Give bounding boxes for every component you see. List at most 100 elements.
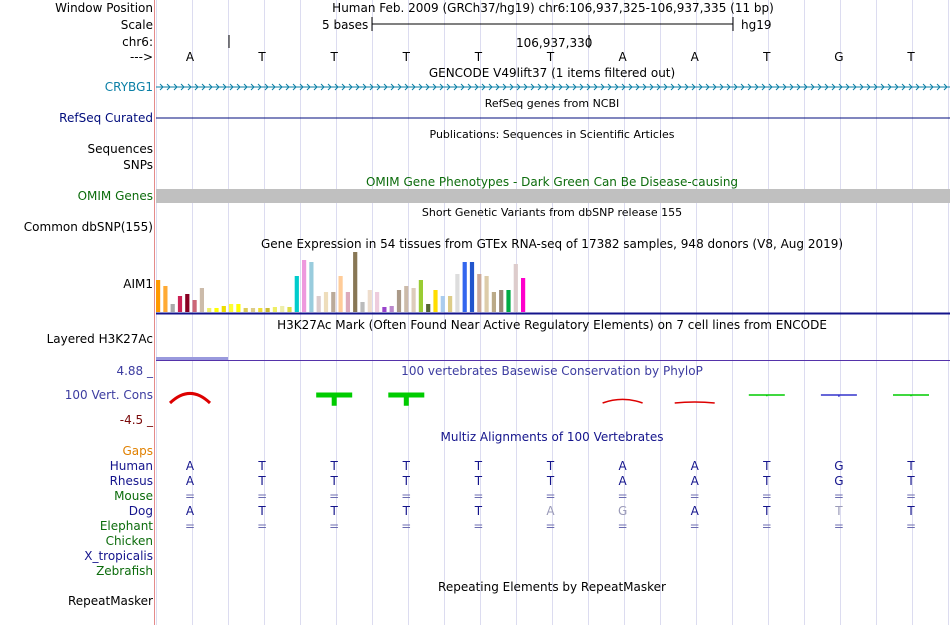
strand-chevron [523, 83, 528, 91]
strand-chevron [628, 83, 633, 91]
gtex-tissue-bar [455, 274, 460, 312]
gtex-tissue-bar [323, 292, 329, 312]
alignment-base-dog: A [690, 504, 699, 518]
omim-label[interactable]: OMIM Genes [77, 189, 153, 203]
assembly-position-text: Human Feb. 2009 (GRCh37/hg19) chr6:106,9… [332, 1, 774, 15]
strand-chevron [859, 83, 864, 91]
gtex-tissue-bar [477, 274, 482, 312]
alignment-base-dog: T [402, 504, 410, 518]
strand-chevron [908, 83, 913, 91]
phylop-mark [674, 401, 715, 404]
crybg1-label[interactable]: CRYBG1 [104, 80, 153, 94]
strand-chevron [481, 83, 486, 91]
strand-chevron [313, 83, 318, 91]
alignment-base-human: A [618, 459, 627, 473]
strand-chevron [537, 83, 542, 91]
gtex-tissue-bar [185, 294, 190, 312]
alignment-base-rhesus: A [185, 474, 195, 488]
gtex-bar-chart[interactable] [156, 252, 526, 312]
strand-chevron [922, 83, 927, 91]
alignment-base-mouse: = [905, 489, 917, 503]
aim1-label[interactable]: AIM1 [123, 277, 153, 291]
strand-chevron [691, 83, 696, 91]
gtex-tissue-bar [404, 286, 409, 312]
gtex-tissue-bar [163, 286, 168, 312]
gtex-tissue-bar [367, 290, 372, 312]
alignment-base-dog: T [907, 504, 915, 518]
gtex-title: Gene Expression in 54 tissues from GTEx … [260, 237, 844, 251]
strand-chevron [474, 83, 479, 91]
refseq-label[interactable]: RefSeq Curated [59, 111, 153, 125]
vert-cons-label[interactable]: 100 Vert. Cons [64, 388, 153, 402]
strand-chevron [348, 83, 353, 91]
snps-label[interactable]: SNPs [123, 158, 153, 172]
gtex-tissue-bar [170, 304, 175, 312]
gtex-tissue-bar [243, 308, 248, 312]
strand-chevron [285, 83, 290, 91]
strand-chevron [677, 83, 682, 91]
strand-chevron [299, 83, 304, 91]
layered-h3k27ac-label[interactable]: Layered H3K27Ac [46, 332, 153, 346]
crybg1-gene[interactable] [156, 83, 950, 91]
strand-chevron [327, 83, 332, 91]
ruler-base: T [763, 50, 771, 64]
phylop-graph[interactable] [168, 391, 929, 406]
alignment-base-mouse: = [545, 489, 556, 503]
strand-chevron [635, 83, 640, 91]
strand-chevron [796, 83, 801, 91]
dog-label: Dog [128, 504, 153, 518]
alignment-base-dog: T [330, 504, 338, 518]
strand-chevron [166, 83, 171, 91]
gtex-tissue-bar [462, 262, 467, 312]
phylop-mark [388, 392, 425, 406]
gtex-tissue-bar [156, 280, 161, 312]
alignment-base-human: T [330, 459, 338, 473]
alignment-base-dog: T [835, 504, 843, 518]
alignment-base-human: T [402, 459, 410, 473]
publications-title: Publications: Sequences in Scientific Ar… [429, 128, 675, 141]
strand-chevron [754, 83, 759, 91]
strand-chevron [712, 83, 717, 91]
strand-chevron [761, 83, 766, 91]
strand-chevron [460, 83, 465, 91]
strand-chevron [264, 83, 269, 91]
gtex-tissue-bar [469, 262, 475, 312]
h3k27ac-title: H3K27Ac Mark (Often Found Near Active Re… [277, 318, 827, 332]
strand-chevron [642, 83, 647, 91]
gtex-tissue-bar [382, 307, 387, 312]
alignment-base-dog: T [763, 504, 771, 518]
strand-chevron [453, 83, 458, 91]
strand-chevron [404, 83, 409, 91]
gtex-tissue-bar [375, 292, 380, 312]
gtex-tissue-bar [250, 308, 256, 312]
omim-gene-bar[interactable] [156, 189, 950, 203]
gencode-title: GENCODE V49lift37 (1 items filtered out) [428, 66, 676, 80]
gtex-tissue-bar [280, 306, 285, 312]
coordinate-text: 106,937,330 [516, 36, 593, 50]
strand-chevron [936, 83, 941, 91]
gaps-label[interactable]: Gaps [122, 444, 153, 458]
strand-chevron [173, 83, 178, 91]
alignment-base-dog: G [617, 504, 628, 518]
common-dbsnp-label[interactable]: Common dbSNP(155) [23, 220, 153, 234]
strand-chevron [495, 83, 500, 91]
repeatmasker-label[interactable]: RepeatMasker [67, 594, 153, 608]
gtex-tissue-bar [513, 264, 518, 312]
alignment-base-mouse: = [833, 489, 844, 503]
gtex-tissue-bar [440, 296, 445, 312]
window-position-label: Window Position [55, 1, 153, 15]
alignment-base-rhesus: T [402, 474, 410, 488]
strand-chevron [320, 83, 325, 91]
ruler-base: T [474, 50, 483, 64]
alignment-base-human: T [907, 459, 915, 473]
gtex-tissue-bar [294, 276, 299, 312]
gtex-tissue-bar [236, 304, 241, 312]
gtex-tissue-bar [389, 306, 394, 312]
sequences-label[interactable]: Sequences [87, 142, 153, 156]
alignment-base-mouse: = [473, 489, 484, 503]
strand-chevron [789, 83, 794, 91]
gtex-tissue-bar [214, 308, 219, 312]
gtex-tissue-bar [221, 306, 226, 312]
alignment-base-rhesus: T [763, 474, 771, 488]
rhesus-label: Rhesus [109, 474, 153, 488]
